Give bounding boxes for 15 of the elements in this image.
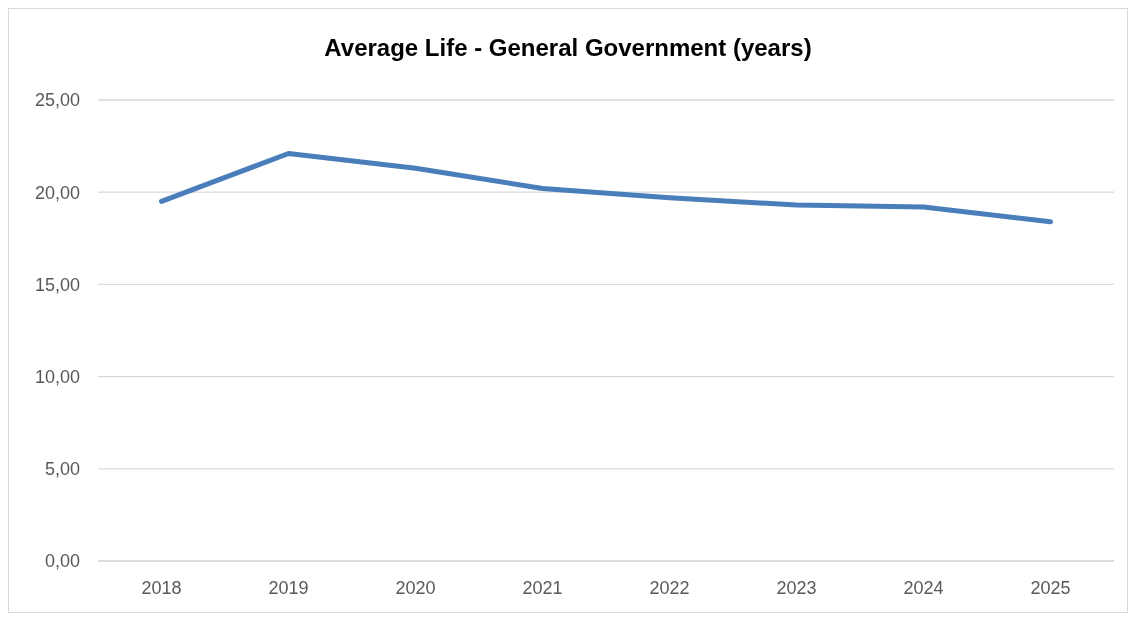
y-tick-label: 15,00	[34, 274, 80, 295]
x-tick-label: 2023	[776, 577, 817, 598]
x-tick-label: 2019	[268, 577, 309, 598]
y-tick-label: 5,00	[44, 459, 80, 480]
chart-title: Average Life - General Government (years)	[323, 33, 813, 63]
x-tick-label: 2018	[141, 577, 182, 598]
y-tick-label: 10,00	[34, 366, 80, 387]
x-tick-label: 2021	[522, 577, 563, 598]
y-tick-label: 20,00	[34, 182, 80, 203]
y-tick-label: 0,00	[44, 551, 80, 572]
y-tick-label: 25,00	[34, 90, 80, 111]
x-tick-label: 2024	[903, 577, 944, 598]
x-tick-label: 2022	[649, 577, 690, 598]
x-tick-label: 2025	[1030, 577, 1071, 598]
x-tick-label: 2020	[395, 577, 436, 598]
